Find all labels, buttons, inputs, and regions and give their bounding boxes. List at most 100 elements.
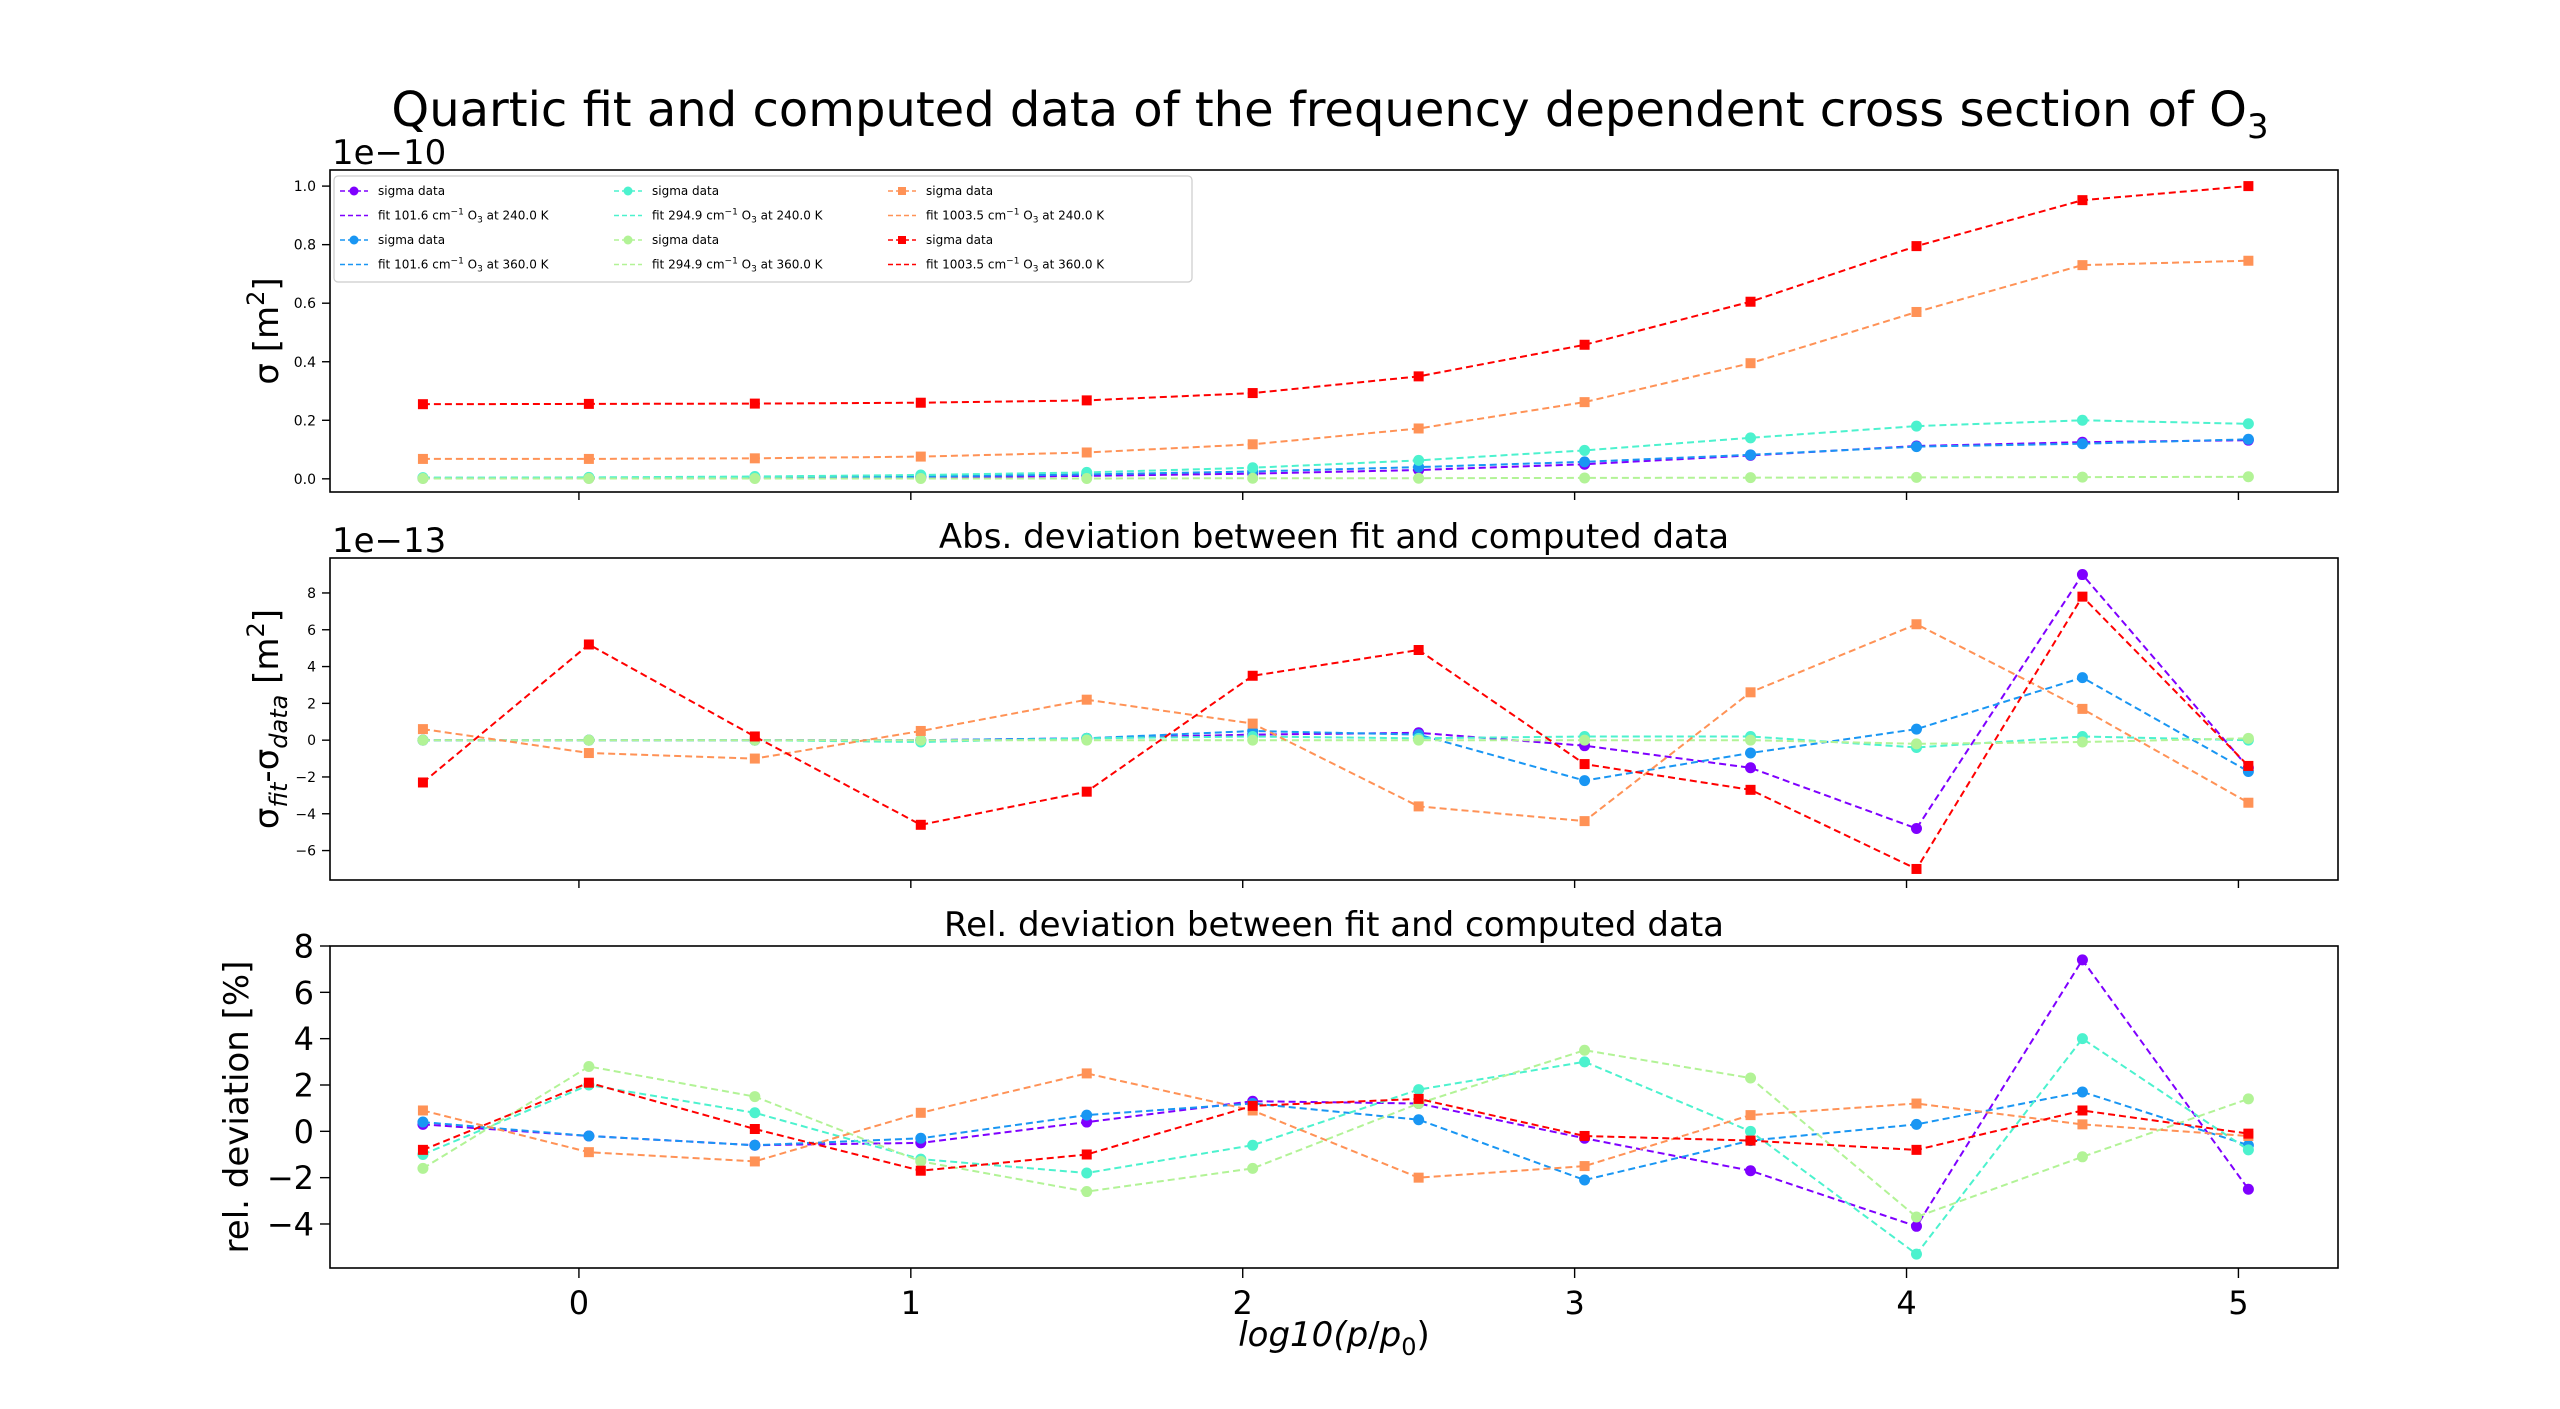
y-axis-label: σfit-σdata [m2] <box>242 609 293 829</box>
data-point <box>1745 472 1757 484</box>
data-point <box>1910 471 1922 483</box>
legend-label-fit: fit 1003.5 cm−1 O3 at 360.0 K <box>926 257 1105 275</box>
data-point <box>1081 734 1093 746</box>
data-point <box>1579 1044 1591 1056</box>
data-point <box>583 734 595 746</box>
data-point <box>2243 255 2254 266</box>
data-point <box>1745 1125 1757 1137</box>
data-point <box>2076 672 2088 684</box>
legend-marker <box>349 186 359 196</box>
data-point <box>1579 1130 1590 1141</box>
data-point <box>915 1107 926 1118</box>
series-line-6 <box>422 1081 2249 1172</box>
data-point <box>2243 1128 2254 1139</box>
data-point <box>583 1130 595 1142</box>
data-point <box>583 1077 594 1088</box>
data-point <box>2077 703 2088 714</box>
data-point <box>1413 1084 1425 1096</box>
data-point <box>2077 195 2088 206</box>
legend-marker <box>623 186 633 196</box>
y-tick-label: 0.4 <box>294 355 316 371</box>
data-point <box>1910 822 1922 834</box>
data-point <box>1745 734 1757 746</box>
data-point <box>1745 358 1756 369</box>
data-point <box>2076 569 2088 581</box>
data-point <box>915 397 926 408</box>
legend-label-fit: fit 101.6 cm−1 O3 at 360.0 K <box>378 257 550 275</box>
data-point <box>2076 1033 2088 1045</box>
y-tick-label: 4 <box>294 1020 314 1058</box>
y-tick-label: −6 <box>295 844 316 860</box>
data-point <box>1745 296 1756 307</box>
data-point <box>1413 423 1424 434</box>
data-point <box>2077 1105 2088 1116</box>
subplot-title: Abs. deviation between fit and computed … <box>939 517 1729 557</box>
data-point <box>1745 747 1757 759</box>
y-tick-label: 4 <box>307 660 316 676</box>
data-point <box>749 731 760 742</box>
data-point <box>2242 1183 2254 1195</box>
data-point <box>1081 395 1092 406</box>
data-point <box>1081 1167 1093 1179</box>
y-tick-label: 8 <box>294 928 314 966</box>
legend: sigma data fit 101.6 cm−1 O3 at 240.0 K si… <box>333 175 1193 283</box>
data-point <box>1081 1149 1092 1160</box>
series-line-2 <box>422 676 2249 782</box>
data-point <box>1081 447 1092 458</box>
plot-frame <box>329 557 2339 881</box>
data-point <box>2076 736 2088 748</box>
y-axis-label: σ [m2] <box>242 277 287 384</box>
data-point <box>1413 734 1425 746</box>
data-point <box>1579 397 1590 408</box>
data-point <box>583 1060 595 1072</box>
data-point <box>1745 1110 1756 1121</box>
series-line-1 <box>422 572 2250 830</box>
data-point <box>915 734 927 746</box>
y-tick-label: 0.6 <box>294 296 316 312</box>
figure-title: Quartic fit and computed data of the fre… <box>391 82 2268 147</box>
legend-label-fit: fit 294.9 cm−1 O3 at 360.0 K <box>652 257 824 275</box>
data-point <box>417 1162 429 1174</box>
data-point <box>1247 718 1258 729</box>
data-point <box>749 1091 761 1103</box>
data-point <box>749 1124 760 1135</box>
data-point <box>1413 801 1424 812</box>
legend-marker <box>623 235 633 245</box>
data-point <box>2076 954 2088 966</box>
data-point <box>749 1156 760 1167</box>
plot-frame <box>329 169 2339 493</box>
data-point <box>1247 1162 1259 1174</box>
data-point <box>1910 441 1922 453</box>
data-point <box>749 1139 761 1151</box>
data-point <box>1745 449 1757 461</box>
data-point <box>1745 1135 1756 1146</box>
data-point <box>417 1105 428 1116</box>
legend-label-data: sigma data <box>926 184 993 198</box>
y-axis-label: rel. deviation [%] <box>217 961 257 1254</box>
legend-box <box>333 175 1193 283</box>
x-tick-label: 0 <box>569 1284 589 1322</box>
y-tick-label: 6 <box>307 623 316 639</box>
data-point <box>1910 1248 1922 1260</box>
data-point <box>1413 1114 1425 1126</box>
data-point <box>1413 454 1425 466</box>
series-line-6 <box>422 185 2249 406</box>
data-point <box>749 753 760 764</box>
data-point <box>417 399 428 410</box>
data-point <box>2242 732 2254 744</box>
data-point <box>583 639 594 650</box>
data-point <box>749 473 761 485</box>
legend-label-fit: fit 101.6 cm−1 O3 at 240.0 K <box>378 208 550 226</box>
data-point <box>2077 591 2088 602</box>
data-point <box>2077 260 2088 271</box>
data-point <box>915 1132 927 1144</box>
data-point <box>1579 759 1590 770</box>
offset-text: 1e−13 <box>332 521 446 561</box>
data-point <box>1247 670 1258 681</box>
data-point <box>417 724 428 735</box>
data-point <box>1579 734 1591 746</box>
y-tick-label: −2 <box>267 1159 314 1197</box>
y-tick-label: −4 <box>267 1206 314 1244</box>
data-point <box>1579 444 1591 456</box>
